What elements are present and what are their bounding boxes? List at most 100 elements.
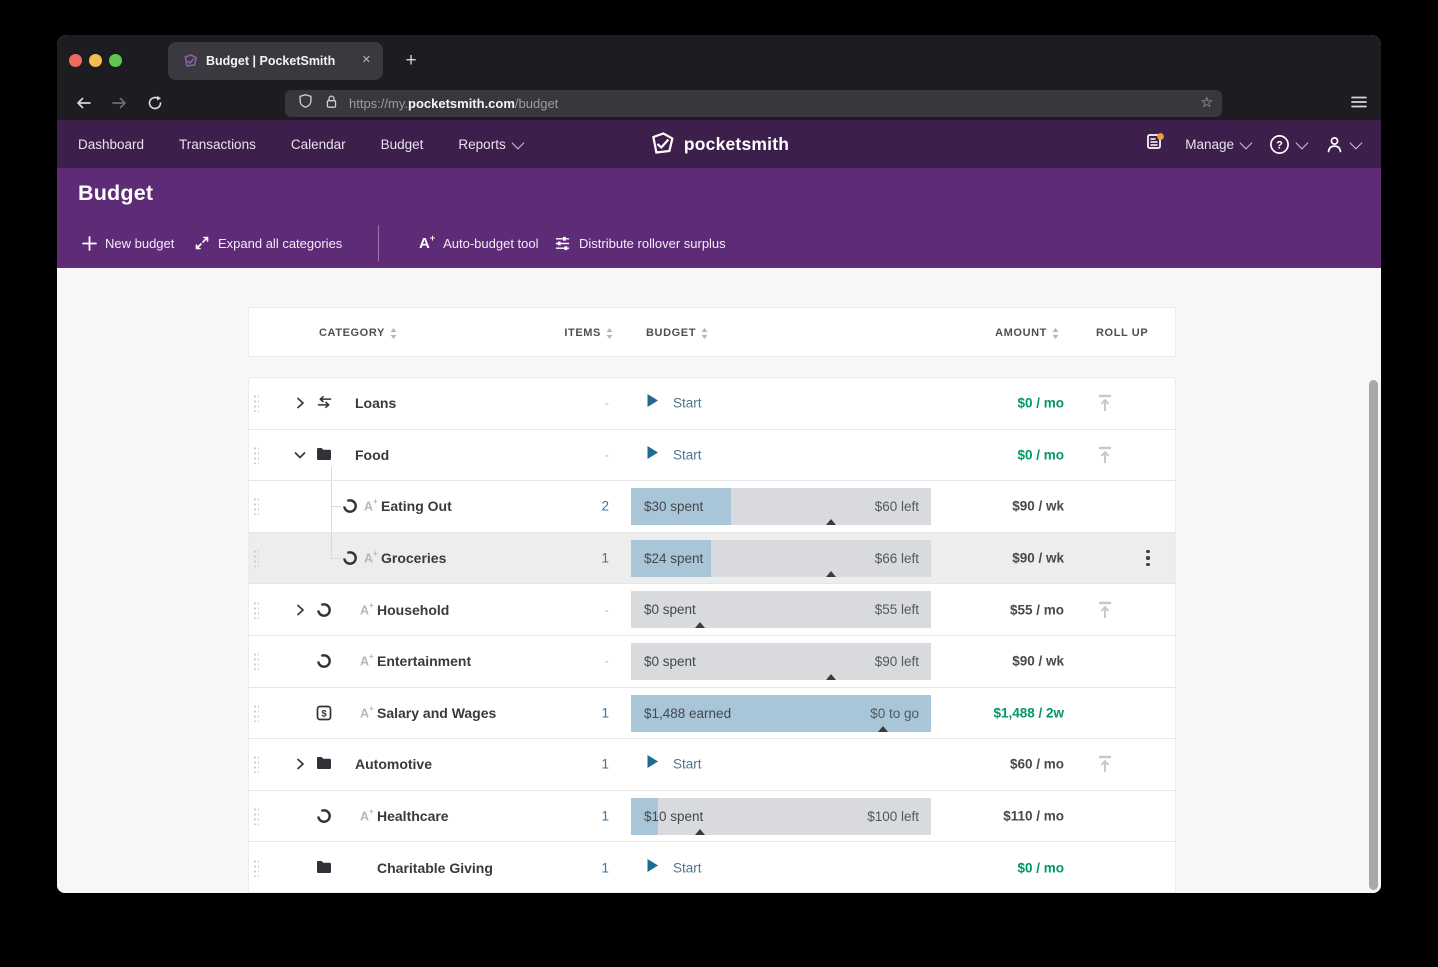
nav-calendar[interactable]: Calendar (290, 136, 346, 152)
chevron-down-icon[interactable] (292, 447, 308, 463)
chevron-right-icon[interactable] (292, 602, 308, 618)
rollup-icon[interactable] (1096, 600, 1114, 620)
drag-handle-icon[interactable] (253, 497, 259, 516)
budget-table-header: CATEGORY ITEMS BUDGET AMOUNT ROLL UP (248, 307, 1176, 357)
new-budget-button[interactable]: New budget (82, 230, 174, 256)
column-header-category[interactable]: CATEGORY (319, 308, 397, 358)
items-count[interactable]: 1 (601, 756, 609, 772)
amount-value: $55 / mo (1009, 602, 1064, 618)
pocketsmith-logo[interactable]: pocketsmith (649, 120, 789, 168)
category-name[interactable]: Entertainment (377, 653, 472, 670)
sort-icon (606, 327, 613, 339)
drag-handle-icon[interactable] (253, 703, 259, 722)
traffic-light-close[interactable] (69, 54, 82, 67)
play-icon[interactable] (646, 445, 659, 465)
start-budget-link[interactable]: Start (673, 860, 702, 876)
play-icon[interactable] (646, 858, 659, 878)
category-name[interactable]: Automotive (355, 756, 432, 773)
budget-progress-bar[interactable]: $1,488 earned $0 to go (631, 694, 931, 732)
drag-handle-icon[interactable] (253, 859, 259, 878)
start-budget-link[interactable]: Start (673, 447, 702, 463)
items-count[interactable]: 1 (601, 808, 609, 824)
left-label: $60 left (874, 499, 919, 515)
rollup-icon[interactable] (1096, 393, 1114, 413)
account-menu[interactable] (1325, 135, 1363, 154)
budget-bar-fill (631, 539, 712, 577)
drag-handle-icon[interactable] (253, 755, 259, 774)
traffic-light-minimize[interactable] (89, 54, 102, 67)
category-name[interactable]: Charitable Giving (377, 860, 493, 877)
column-header-amount[interactable]: AMOUNT (904, 308, 1059, 358)
auto-budget-tool-button[interactable]: A+ Auto-budget tool (419, 233, 539, 252)
tracking-shield-icon[interactable] (298, 93, 313, 114)
scrollbar-thumb[interactable] (1369, 380, 1378, 890)
drag-handle-icon[interactable] (253, 445, 259, 464)
budget-progress-bar[interactable]: $0 spent $90 left (631, 642, 931, 680)
budget-progress-bar[interactable]: $10 spent $100 left (631, 797, 931, 835)
bookmark-star-icon[interactable]: ☆ (1200, 94, 1213, 110)
play-icon[interactable] (646, 754, 659, 774)
items-count[interactable]: 1 (601, 860, 609, 876)
drag-handle-icon[interactable] (253, 652, 259, 671)
start-budget-link[interactable]: Start (673, 756, 702, 772)
drag-handle-icon[interactable] (253, 549, 259, 568)
nav-budget[interactable]: Budget (380, 136, 424, 152)
category-name[interactable]: Eating Out (381, 498, 452, 515)
nav-dashboard[interactable]: Dashboard (78, 136, 145, 152)
budget-cell: $0 spent $90 left (631, 636, 931, 687)
category-name[interactable]: Groceries (381, 550, 447, 567)
column-header-items[interactable]: ITEMS (529, 308, 613, 358)
help-menu[interactable]: ? (1269, 134, 1309, 155)
folder-icon (316, 860, 332, 876)
budget-progress-bar[interactable]: $0 spent $55 left (631, 591, 931, 629)
new-tab-button[interactable]: + (405, 50, 417, 71)
browser-tab[interactable]: Budget | PocketSmith ✕ (168, 42, 383, 80)
nav-transactions[interactable]: Transactions (179, 136, 256, 152)
expand-icon (195, 236, 209, 250)
tab-close-icon[interactable]: ✕ (361, 54, 371, 66)
expand-all-categories-button[interactable]: Expand all categories (194, 230, 342, 256)
chevron-right-icon[interactable] (292, 756, 308, 772)
rollup-icon[interactable] (1096, 445, 1114, 465)
back-button[interactable] (71, 91, 95, 115)
category-name[interactable]: Loans (355, 395, 397, 412)
forward-button[interactable] (107, 91, 131, 115)
budget-cell: Start (631, 378, 931, 429)
traffic-light-zoom[interactable] (109, 54, 122, 67)
budget-progress-bar[interactable]: $30 spent $60 left (631, 488, 931, 526)
chevron-right-icon[interactable] (292, 395, 308, 411)
table-row-household: A+ Household - $0 spent $55 left $55 / m… (249, 584, 1175, 636)
lock-icon[interactable] (325, 94, 338, 114)
to-go-label: $0 to go (870, 705, 919, 721)
category-name[interactable]: Healthcare (377, 808, 449, 825)
whats-new-icon[interactable] (1145, 132, 1165, 156)
drag-handle-icon[interactable] (253, 600, 259, 619)
category-name[interactable]: Salary and Wages (377, 704, 497, 721)
page-title: Budget (78, 181, 154, 205)
category-name[interactable]: Food (355, 446, 390, 463)
menu-hamburger-icon[interactable] (1351, 95, 1367, 114)
rollup-icon[interactable] (1096, 754, 1114, 774)
column-header-budget[interactable]: BUDGET (646, 308, 708, 358)
play-icon[interactable] (646, 393, 659, 413)
items-count[interactable]: 1 (601, 705, 609, 721)
drag-handle-icon[interactable] (253, 394, 259, 413)
start-budget-link[interactable]: Start (673, 395, 702, 411)
reload-button[interactable] (143, 91, 167, 115)
category-name[interactable]: Household (377, 601, 450, 618)
items-count[interactable]: 2 (601, 498, 609, 514)
toolbar-divider (378, 225, 379, 261)
manage-menu[interactable]: Manage (1185, 136, 1253, 152)
row-menu-icon[interactable] (1144, 550, 1152, 567)
items-count[interactable]: 1 (601, 550, 609, 566)
distribute-rollover-surplus-button[interactable]: Distribute rollover surplus (554, 230, 726, 256)
recurring-circle-icon (342, 498, 358, 514)
nav-reports[interactable]: Reports (458, 136, 524, 152)
url-bar[interactable]: https://my.pocketsmith.com/budget ☆ (285, 90, 1222, 117)
browser-tab-bar: Budget | PocketSmith ✕ + (57, 35, 1381, 87)
period-marker (825, 673, 836, 680)
budget-progress-bar[interactable]: $24 spent $66 left (631, 539, 931, 577)
auto-budget-icon: A+ (419, 233, 436, 252)
drag-handle-icon[interactable] (253, 807, 259, 826)
auto-budget-icon: A+ (364, 497, 378, 514)
